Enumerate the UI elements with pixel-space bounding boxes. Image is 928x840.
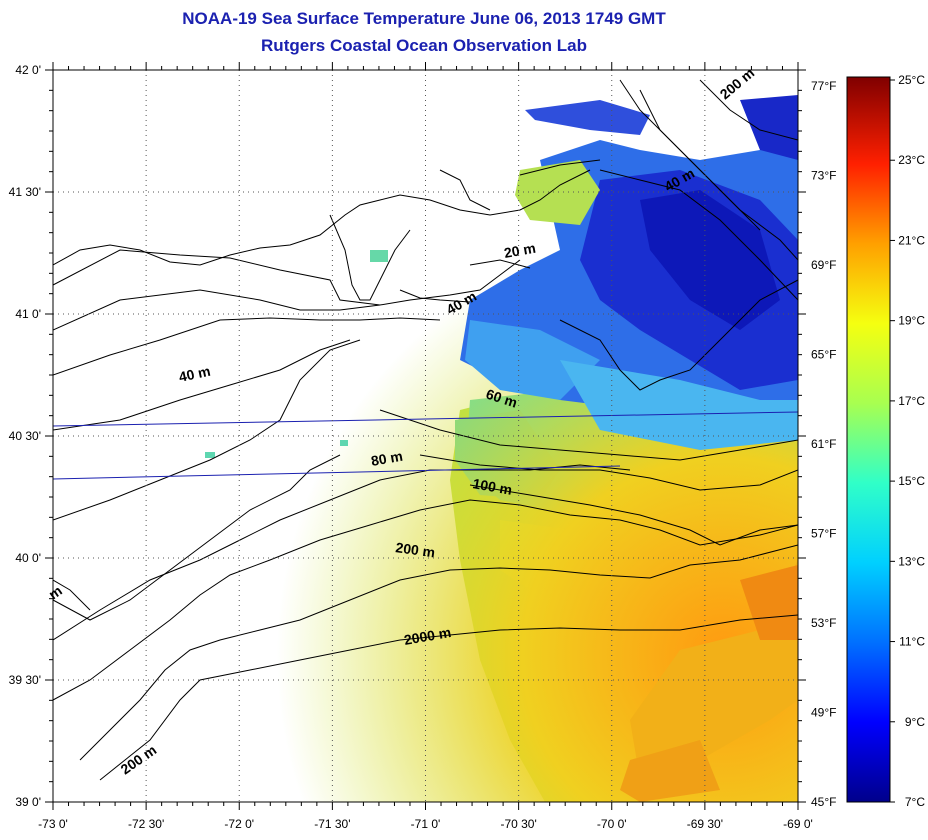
colorbar-label: 21°C [898,233,925,247]
lon-label: -69 30' [687,817,723,831]
fahrenheit-label: 53°F [811,616,836,630]
colorbar-label: 15°C [898,474,925,488]
fahrenheit-label: 61°F [811,437,836,451]
lon-label: -72 30' [128,817,164,831]
colorbar-label: 9°C [905,715,925,729]
lon-label: -71 0' [411,817,441,831]
lon-label: -72 0' [224,817,254,831]
fahrenheit-label: 73°F [811,169,836,183]
axis-ticks [45,62,806,810]
fahrenheit-label: 65°F [811,348,836,362]
lat-label: 42 0' [15,63,41,77]
lat-label: 39 0' [15,795,41,809]
contour-label-20m: 20 m [503,240,537,261]
fahrenheit-label: 49°F [811,706,836,720]
colorbar-label: 13°C [898,554,925,568]
latitude-labels: 42 0' 41 30' 41 0' 40 30' 40 0' 39 30' 39 0' [9,63,41,809]
lat-label: 40 30' [9,429,41,443]
fahrenheit-labels: 77°F 73°F 69°F 65°F 61°F 57°F 53°F 49°F 45°F [811,79,836,809]
map-title: NOAA-19 Sea Surface Temperature June 06,… [182,9,666,28]
colorbar [846,76,891,803]
track-lines [53,411,798,480]
contour-label-80m: 80 m [370,448,404,469]
lon-label: -70 30' [500,817,536,831]
colorbar-label: 19°C [898,314,925,328]
lon-label: -70 0' [597,817,627,831]
colorbar-labels: 25°C 23°C 21°C 19°C 17°C 15°C 13°C 11°C 9°C 7°C [890,73,925,809]
lat-label: 41 0' [15,307,41,321]
contour-label-100m: 100 m [471,475,513,498]
colorbar-label: 17°C [898,394,925,408]
fahrenheit-label: 57°F [811,527,836,541]
lat-label: 39 30' [9,673,41,687]
contour-label-200m-mid: 200 m [395,539,437,560]
fahrenheit-label: 69°F [811,258,836,272]
map-subtitle: Rutgers Coastal Ocean Observation Lab [261,36,587,55]
bathymetry-contours [53,79,798,781]
colorbar-label: 25°C [898,73,925,87]
graticule [53,70,798,802]
colorbar-label: 7°C [905,795,925,809]
contour-label-40m-west: 40 m [177,363,212,385]
fahrenheit-label: 77°F [811,79,836,93]
lon-label: -71 30' [314,817,350,831]
lat-label: 40 0' [15,551,41,565]
lon-label: -73 0' [38,817,68,831]
colorbar-label: 11°C [899,635,925,649]
lon-label: -69 0' [783,817,813,831]
colorbar-label: 23°C [898,153,925,167]
fahrenheit-label: 45°F [811,795,836,809]
lat-label: 41 30' [9,185,41,199]
longitude-labels: -73 0' -72 30' -72 0' -71 30' -71 0' -70 30' -… [38,817,813,831]
